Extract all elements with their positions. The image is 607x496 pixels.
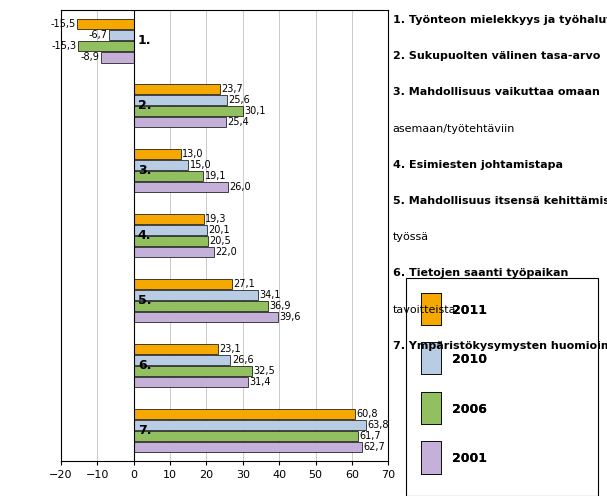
- Text: 23,7: 23,7: [222, 84, 243, 94]
- Text: 2001: 2001: [452, 452, 487, 465]
- Text: 3.: 3.: [138, 164, 151, 177]
- Text: 2001: 2001: [452, 452, 487, 465]
- Bar: [134, 84, 220, 94]
- Text: 39,6: 39,6: [279, 312, 300, 322]
- Bar: [134, 420, 366, 430]
- Bar: [134, 344, 218, 354]
- Bar: [134, 431, 358, 441]
- Text: asemaan/työtehtäviin: asemaan/työtehtäviin: [393, 124, 515, 133]
- Bar: [134, 355, 231, 365]
- Text: 20,5: 20,5: [209, 236, 231, 246]
- Bar: [421, 441, 441, 474]
- Text: 3. Mahdollisuus vaikuttaa omaan: 3. Mahdollisuus vaikuttaa omaan: [393, 87, 600, 97]
- Text: 6. Tietojen saanti työpaikan: 6. Tietojen saanti työpaikan: [393, 268, 568, 278]
- Text: tavoitteista: tavoitteista: [393, 305, 456, 314]
- Text: -15,3: -15,3: [51, 41, 76, 52]
- Text: 7.: 7.: [138, 424, 151, 437]
- Text: 1.: 1.: [138, 34, 151, 47]
- Bar: [134, 290, 258, 300]
- Bar: [421, 342, 441, 374]
- Text: 36,9: 36,9: [270, 301, 291, 311]
- Bar: [134, 149, 181, 159]
- Bar: [421, 392, 441, 424]
- Bar: [421, 293, 441, 325]
- Text: -6,7: -6,7: [89, 30, 107, 40]
- Text: 26,6: 26,6: [232, 355, 254, 365]
- Text: 2. Sukupuolten välinen tasa-arvo: 2. Sukupuolten välinen tasa-arvo: [393, 51, 600, 61]
- Bar: [421, 441, 441, 474]
- Text: 20,1: 20,1: [208, 225, 230, 235]
- Text: 2010: 2010: [452, 353, 487, 366]
- Text: -8,9: -8,9: [81, 53, 100, 62]
- Text: 22,0: 22,0: [215, 247, 237, 257]
- Bar: [134, 312, 278, 322]
- Text: 4.: 4.: [138, 229, 151, 242]
- Text: 5.: 5.: [138, 294, 151, 307]
- Bar: [421, 342, 441, 374]
- Text: 30,1: 30,1: [245, 106, 266, 116]
- Bar: [134, 214, 204, 224]
- Text: 62,7: 62,7: [364, 442, 385, 452]
- Bar: [109, 30, 134, 41]
- Bar: [134, 160, 188, 170]
- Text: 27,1: 27,1: [234, 279, 256, 289]
- Bar: [134, 247, 214, 257]
- Text: 2006: 2006: [452, 403, 487, 416]
- Bar: [134, 225, 207, 235]
- Bar: [134, 279, 232, 289]
- Text: 6.: 6.: [138, 359, 151, 372]
- Bar: [134, 377, 248, 387]
- Bar: [406, 278, 599, 496]
- Text: 25,4: 25,4: [228, 118, 249, 127]
- Text: 2011: 2011: [452, 304, 487, 316]
- Text: 2.: 2.: [138, 99, 151, 112]
- Text: 34,1: 34,1: [259, 290, 280, 300]
- Bar: [101, 52, 134, 62]
- Bar: [134, 366, 252, 376]
- Bar: [134, 171, 203, 182]
- Text: 15,0: 15,0: [189, 160, 211, 170]
- Text: 19,3: 19,3: [205, 214, 227, 224]
- Bar: [134, 442, 362, 452]
- Bar: [78, 41, 134, 52]
- Bar: [134, 106, 243, 117]
- Text: 61,7: 61,7: [360, 431, 381, 441]
- Text: 5. Mahdollisuus itsensä kehittämiseen: 5. Mahdollisuus itsensä kehittämiseen: [393, 196, 607, 206]
- Bar: [134, 236, 208, 246]
- Bar: [421, 392, 441, 424]
- Text: 32,5: 32,5: [253, 366, 275, 376]
- Bar: [134, 95, 227, 105]
- Text: -15,5: -15,5: [50, 19, 76, 29]
- Text: 25,6: 25,6: [228, 95, 250, 105]
- Text: 2011: 2011: [452, 304, 487, 316]
- Bar: [134, 117, 226, 127]
- Text: 26,0: 26,0: [229, 182, 251, 192]
- Bar: [134, 182, 228, 192]
- Text: 4. Esimiesten johtamistapa: 4. Esimiesten johtamistapa: [393, 160, 563, 170]
- Text: 63,8: 63,8: [367, 420, 389, 430]
- Text: työssä: työssä: [393, 232, 429, 242]
- Text: 31,4: 31,4: [249, 377, 271, 387]
- Bar: [421, 293, 441, 325]
- Text: 13,0: 13,0: [182, 149, 204, 159]
- Text: 19,1: 19,1: [205, 171, 226, 181]
- Text: 2010: 2010: [452, 353, 487, 366]
- Bar: [134, 301, 268, 311]
- Text: 1. Työnteon mielekkyys ja työhalut: 1. Työnteon mielekkyys ja työhalut: [393, 15, 607, 25]
- Text: 60,8: 60,8: [356, 409, 378, 419]
- Text: 23,1: 23,1: [219, 344, 241, 354]
- Bar: [77, 19, 134, 29]
- Text: 2006: 2006: [452, 403, 487, 416]
- Bar: [134, 409, 355, 419]
- Text: 7. Ympäristökysymysten huomioiminen: 7. Ympäristökysymysten huomioiminen: [393, 341, 607, 351]
